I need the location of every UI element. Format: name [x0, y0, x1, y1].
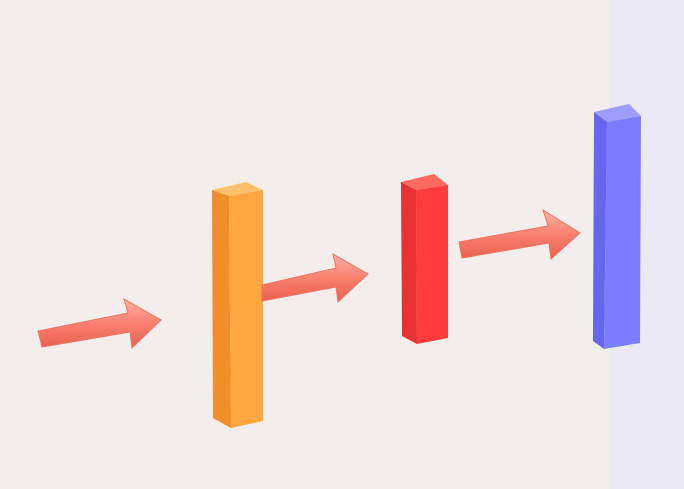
arrow-layer1-to-layer2 [261, 253, 369, 304]
layer-3-block [593, 104, 641, 349]
arrow-input [37, 297, 162, 350]
layer-1-block [212, 182, 263, 428]
arrow-layer2-to-layer3 [458, 208, 581, 261]
layer-2-block [401, 174, 448, 344]
